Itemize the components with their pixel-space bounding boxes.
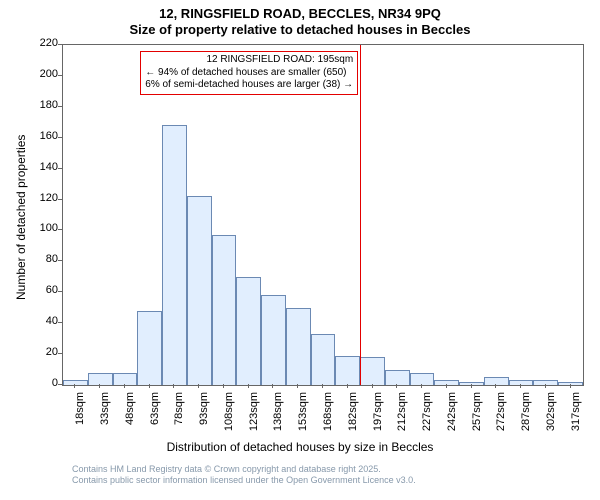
x-tick-label: 78sqm <box>173 392 185 440</box>
y-tick-label: 160 <box>30 130 58 142</box>
y-tick-label: 200 <box>30 68 58 80</box>
histogram-bar <box>459 382 484 385</box>
x-tick-mark <box>372 384 373 388</box>
x-tick-mark <box>149 384 150 388</box>
x-tick-mark <box>173 384 174 388</box>
x-tick-label: 212sqm <box>396 392 408 440</box>
x-tick-label: 317sqm <box>570 392 582 440</box>
x-axis-label: Distribution of detached houses by size … <box>0 440 600 454</box>
histogram-bar <box>311 334 336 385</box>
x-tick-label: 257sqm <box>471 392 483 440</box>
histogram-bar <box>137 311 162 385</box>
annotation-line2: ← 94% of detached houses are smaller (65… <box>145 67 353 80</box>
histogram-bar <box>434 380 459 385</box>
y-tick-mark <box>58 199 62 200</box>
annotation-line3: 6% of semi-detached houses are larger (3… <box>145 79 353 92</box>
y-tick-label: 0 <box>30 377 58 389</box>
histogram-bar <box>187 196 212 385</box>
x-tick-label: 197sqm <box>372 392 384 440</box>
y-tick-mark <box>58 106 62 107</box>
attribution-footer: Contains HM Land Registry data © Crown c… <box>72 464 416 486</box>
histogram-bar <box>385 370 410 385</box>
x-tick-mark <box>570 384 571 388</box>
histogram-bar <box>335 356 360 385</box>
x-tick-label: 227sqm <box>421 392 433 440</box>
reference-line <box>360 45 361 385</box>
annotation-box: 12 RINGSFIELD ROAD: 195sqm← 94% of detac… <box>140 51 358 95</box>
x-tick-mark <box>322 384 323 388</box>
x-tick-label: 123sqm <box>248 392 260 440</box>
histogram-bar <box>113 373 138 385</box>
x-tick-mark <box>248 384 249 388</box>
chart-title-line1: 12, RINGSFIELD ROAD, BECCLES, NR34 9PQ <box>0 6 600 21</box>
footer-line2: Contains public sector information licen… <box>72 475 416 486</box>
y-tick-mark <box>58 353 62 354</box>
y-axis-label: Number of detached properties <box>14 135 28 300</box>
histogram-bar <box>63 380 88 385</box>
x-tick-label: 153sqm <box>297 392 309 440</box>
y-tick-label: 80 <box>30 253 58 265</box>
x-tick-label: 93sqm <box>198 392 210 440</box>
y-tick-mark <box>58 322 62 323</box>
y-tick-mark <box>58 75 62 76</box>
y-tick-mark <box>58 44 62 45</box>
x-tick-mark <box>421 384 422 388</box>
chart-title-line2: Size of property relative to detached ho… <box>0 22 600 37</box>
x-tick-label: 18sqm <box>74 392 86 440</box>
y-tick-mark <box>58 137 62 138</box>
chart-container: 12, RINGSFIELD ROAD, BECCLES, NR34 9PQ S… <box>0 0 600 500</box>
x-tick-mark <box>347 384 348 388</box>
y-tick-mark <box>58 168 62 169</box>
x-tick-label: 287sqm <box>520 392 532 440</box>
x-tick-mark <box>396 384 397 388</box>
y-tick-label: 180 <box>30 99 58 111</box>
plot-area: 12 RINGSFIELD ROAD: 195sqm← 94% of detac… <box>62 44 584 386</box>
histogram-bar <box>286 308 311 385</box>
x-tick-label: 48sqm <box>124 392 136 440</box>
x-tick-label: 168sqm <box>322 392 334 440</box>
x-tick-mark <box>545 384 546 388</box>
y-tick-label: 120 <box>30 192 58 204</box>
x-tick-mark <box>495 384 496 388</box>
y-tick-label: 60 <box>30 284 58 296</box>
histogram-bar <box>212 235 237 385</box>
x-tick-label: 108sqm <box>223 392 235 440</box>
footer-line1: Contains HM Land Registry data © Crown c… <box>72 464 416 475</box>
y-tick-mark <box>58 260 62 261</box>
annotation-line1: 12 RINGSFIELD ROAD: 195sqm <box>145 54 353 67</box>
x-tick-mark <box>520 384 521 388</box>
histogram-bar <box>558 382 583 385</box>
x-tick-mark <box>99 384 100 388</box>
x-tick-mark <box>223 384 224 388</box>
x-tick-mark <box>198 384 199 388</box>
x-tick-mark <box>446 384 447 388</box>
x-tick-label: 182sqm <box>347 392 359 440</box>
y-tick-label: 100 <box>30 222 58 234</box>
y-tick-mark <box>58 229 62 230</box>
y-tick-label: 20 <box>30 346 58 358</box>
y-tick-label: 140 <box>30 161 58 173</box>
x-tick-label: 63sqm <box>149 392 161 440</box>
x-tick-label: 302sqm <box>545 392 557 440</box>
histogram-bar <box>360 357 385 385</box>
x-tick-mark <box>297 384 298 388</box>
y-tick-label: 220 <box>30 37 58 49</box>
y-tick-label: 40 <box>30 315 58 327</box>
histogram-bar <box>261 295 286 385</box>
x-tick-mark <box>124 384 125 388</box>
x-tick-label: 138sqm <box>272 392 284 440</box>
histogram-bar <box>162 125 187 385</box>
x-tick-label: 33sqm <box>99 392 111 440</box>
x-tick-label: 242sqm <box>446 392 458 440</box>
x-tick-mark <box>74 384 75 388</box>
y-tick-mark <box>58 384 62 385</box>
x-tick-mark <box>471 384 472 388</box>
x-tick-mark <box>272 384 273 388</box>
histogram-bar <box>236 277 261 385</box>
y-tick-mark <box>58 291 62 292</box>
x-tick-label: 272sqm <box>495 392 507 440</box>
histogram-bar <box>533 380 558 385</box>
